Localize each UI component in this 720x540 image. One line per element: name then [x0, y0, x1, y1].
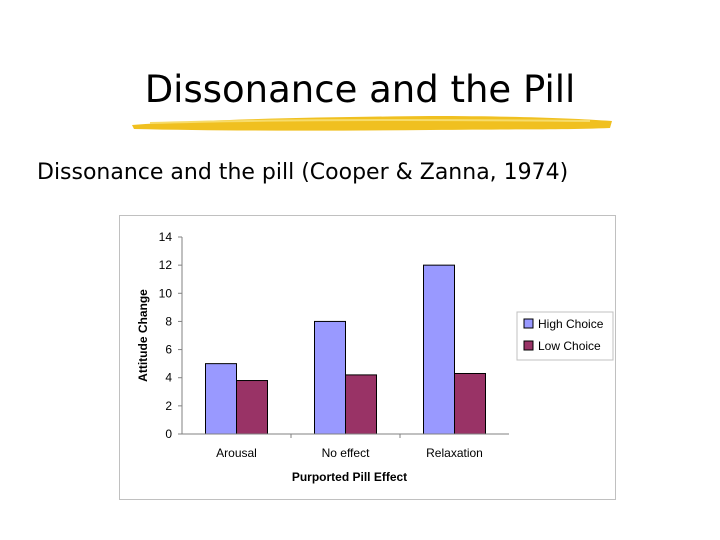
x-category-label: No effect [322, 446, 370, 460]
x-axis-title: Purported Pill Effect [292, 470, 407, 484]
chart-frame: 0 2 4 6 8 10 12 14 Arousal No effect Relaxation A… [119, 215, 616, 500]
legend-swatch [523, 340, 534, 351]
x-category-label: Arousal [216, 446, 257, 460]
x-categories-group: Arousal No effect Relaxation [216, 446, 483, 460]
y-tick-label: 12 [159, 258, 173, 272]
y-tick-label: 0 [165, 427, 172, 441]
swoosh-highlight [149, 118, 591, 124]
y-tick-label: 10 [159, 286, 173, 300]
bar-high-choice [423, 264, 455, 435]
x-category-label: Relaxation [426, 446, 483, 460]
y-tick-label: 14 [159, 230, 173, 244]
slide-title: Dissonance and the Pill [144, 68, 576, 111]
y-tick-label: 2 [165, 399, 172, 413]
swoosh-shape [132, 116, 612, 131]
bar-high-choice [205, 363, 237, 435]
axes-group [181, 237, 509, 438]
y-tick-label: 6 [165, 343, 172, 357]
y-tick-label: 4 [165, 371, 172, 385]
bar-low-choice [345, 374, 377, 435]
bars-group [205, 264, 486, 435]
slide-subtitle: Dissonance and the pill (Cooper & Zanna,… [37, 160, 569, 185]
bar-chart: 0 2 4 6 8 10 12 14 Arousal No effect Relaxation A… [136, 230, 614, 484]
legend: High Choice Low Choice [516, 311, 614, 361]
y-tick-label: 8 [165, 314, 172, 328]
legend-entry: High Choice [538, 317, 604, 331]
legend-entry: Low Choice [538, 339, 601, 353]
title-underline-swoosh [132, 116, 612, 131]
y-axis-title: Attitude Change [136, 289, 150, 382]
bar-low-choice [454, 372, 486, 435]
legend-swatch [523, 318, 534, 329]
bar-high-choice [314, 320, 346, 435]
bar-low-choice [236, 380, 268, 435]
y-ticks-group: 0 2 4 6 8 10 12 14 [159, 230, 182, 441]
